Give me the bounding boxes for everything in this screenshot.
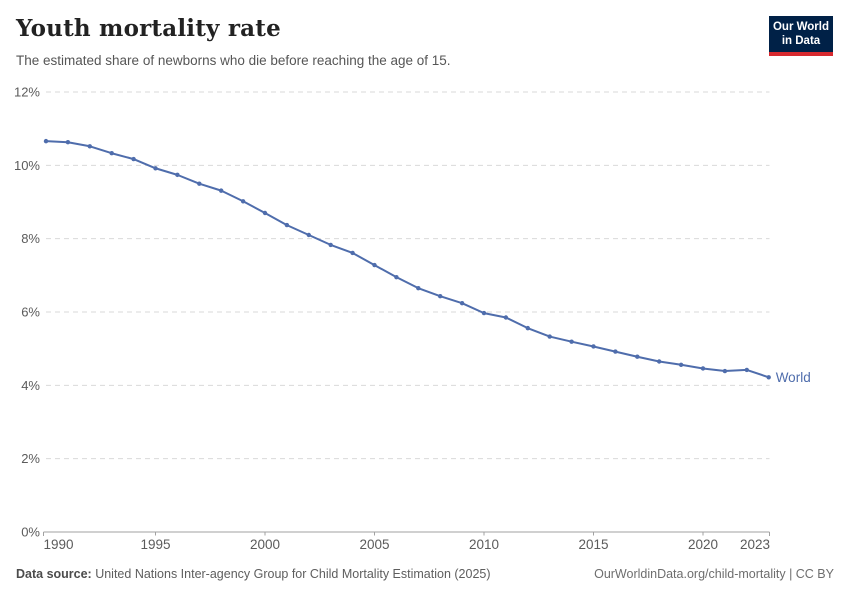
- data-point: [635, 354, 640, 359]
- data-point: [109, 151, 114, 156]
- data-point: [219, 188, 224, 193]
- data-point: [87, 144, 93, 149]
- y-tick-label: 12%: [14, 85, 40, 100]
- data-point: [175, 172, 180, 178]
- x-tick-label: 2010: [469, 537, 499, 552]
- data-point: [744, 367, 749, 373]
- y-tick-label: 0%: [21, 525, 40, 540]
- y-tick-label: 8%: [21, 231, 40, 246]
- logo-text-line2: in Data: [781, 35, 821, 48]
- data-point: [481, 310, 487, 316]
- data-point: [613, 349, 618, 354]
- y-tick-label: 10%: [14, 158, 40, 173]
- logo-red-bar: [769, 51, 833, 56]
- data-point: [438, 294, 443, 299]
- x-tick-label: 1995: [140, 537, 170, 552]
- data-point: [284, 222, 290, 228]
- data-source: Data source: United Nations Inter-agency…: [16, 567, 491, 581]
- data-point: [678, 362, 684, 367]
- data-point: [591, 344, 596, 349]
- footer-link[interactable]: OurWorldinData.org/child-mortality | CC …: [594, 567, 834, 581]
- data-source-label: Data source:: [16, 567, 92, 581]
- data-point: [328, 242, 333, 248]
- data-point: [525, 325, 530, 331]
- page-title: Youth mortality rate: [16, 15, 281, 42]
- data-point: [131, 156, 136, 162]
- data-point: [306, 232, 311, 238]
- y-tick-label: 4%: [21, 378, 40, 393]
- data-point: [65, 140, 71, 145]
- data-point: [153, 166, 158, 171]
- data-point: [416, 285, 421, 291]
- data-point: [350, 250, 355, 256]
- x-tick-label: 2005: [359, 537, 389, 552]
- y-tick-label: 6%: [21, 305, 40, 320]
- x-tick-label: 2020: [688, 537, 718, 552]
- x-tick-label: 1990: [44, 537, 74, 552]
- data-point: [197, 181, 202, 186]
- x-tick-label: 2015: [578, 537, 608, 552]
- data-point: [700, 366, 706, 371]
- data-point: [43, 138, 49, 144]
- data-point: [394, 274, 399, 280]
- data-point: [547, 334, 552, 339]
- data-point: [262, 210, 268, 216]
- chart-subtitle: The estimated share of newborns who die …: [16, 53, 451, 68]
- data-point: [569, 339, 574, 344]
- entity-label: World: [776, 370, 811, 385]
- data-point: [503, 315, 509, 320]
- data-point: [766, 375, 771, 380]
- data-point: [459, 301, 465, 306]
- x-tick-label: 2000: [250, 537, 280, 552]
- y-tick-label: 2%: [21, 451, 40, 466]
- data-point: [240, 199, 246, 204]
- logo-text-line1: Our World: [772, 21, 829, 33]
- data-point: [657, 359, 662, 364]
- data-source-text: United Nations Inter-agency Group for Ch…: [91, 567, 491, 581]
- data-point: [372, 262, 377, 268]
- owid-logo: Our World in Data: [769, 16, 833, 56]
- data-point: [722, 368, 728, 374]
- chart-footer: Data source: United Nations Inter-agency…: [16, 567, 834, 581]
- x-tick-label: 2023: [740, 537, 770, 552]
- data-line: [45, 140, 770, 379]
